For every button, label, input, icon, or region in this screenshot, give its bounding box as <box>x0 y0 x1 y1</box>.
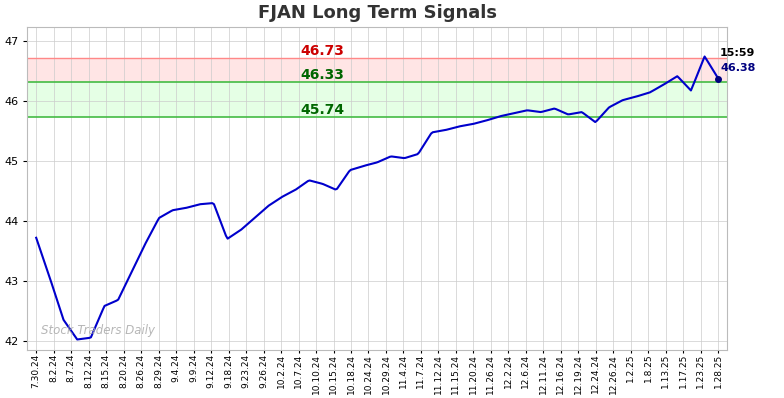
Bar <box>27 82 727 117</box>
Title: FJAN Long Term Signals: FJAN Long Term Signals <box>258 4 497 22</box>
Text: Stock Traders Daily: Stock Traders Daily <box>42 324 155 337</box>
Text: 45.74: 45.74 <box>300 103 345 117</box>
Bar <box>27 58 727 82</box>
Text: 46.33: 46.33 <box>301 68 345 82</box>
Text: 15:59: 15:59 <box>720 49 756 59</box>
Text: 46.38: 46.38 <box>720 63 756 73</box>
Text: 46.73: 46.73 <box>301 44 345 58</box>
